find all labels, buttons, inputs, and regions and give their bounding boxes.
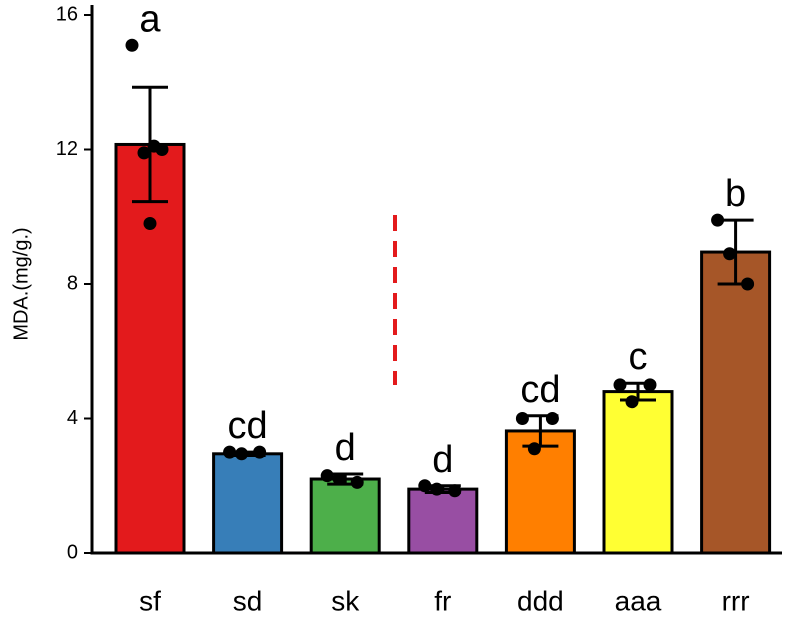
- data-point: [320, 469, 334, 483]
- data-point: [448, 484, 462, 498]
- significance-letter: a: [139, 0, 161, 40]
- significance-letter: cd: [228, 405, 268, 447]
- data-point: [147, 139, 161, 153]
- data-point: [723, 247, 737, 261]
- x-tick-label: sd: [233, 585, 263, 616]
- x-tick-label: rrr: [722, 585, 750, 616]
- y-tick-label: 8: [67, 272, 78, 294]
- x-tick-label: sk: [331, 585, 360, 616]
- bar: [407, 487, 479, 555]
- data-point: [613, 378, 627, 392]
- bar: [309, 477, 381, 555]
- data-point: [332, 472, 346, 486]
- data-point: [235, 447, 249, 461]
- significance-letter: d: [432, 439, 453, 481]
- data-point: [125, 38, 139, 52]
- x-tick-label: fr: [434, 585, 451, 616]
- data-point: [143, 216, 157, 230]
- bar: [114, 142, 186, 555]
- significance-letter: c: [629, 336, 648, 378]
- x-tick-label: ddd: [517, 585, 564, 616]
- data-point: [711, 213, 725, 227]
- data-point: [625, 395, 639, 409]
- bar: [700, 250, 772, 555]
- x-tick-label: aaa: [615, 585, 662, 616]
- data-point: [545, 412, 559, 425]
- y-tick-label: 4: [67, 407, 78, 429]
- y-tick-label: 16: [56, 3, 78, 25]
- data-point: [527, 442, 541, 456]
- bar: [602, 390, 674, 555]
- bar: [504, 429, 576, 555]
- data-point: [741, 277, 755, 291]
- bar: [212, 452, 284, 555]
- x-tick-label: sf: [139, 585, 161, 616]
- data-point: [350, 475, 364, 489]
- data-point: [643, 378, 657, 392]
- data-point: [253, 445, 267, 459]
- significance-letter: d: [335, 427, 356, 469]
- data-point: [137, 146, 151, 160]
- significance-letter: b: [725, 173, 746, 215]
- y-axis-label: MDA.(mg/g.): [10, 227, 32, 340]
- data-point: [515, 412, 529, 425]
- data-point: [430, 482, 444, 496]
- y-tick-label: 0: [67, 541, 78, 563]
- data-point: [223, 445, 237, 459]
- y-tick-label: 12: [56, 138, 78, 160]
- data-point: [418, 479, 432, 493]
- significance-letter: cd: [520, 369, 560, 411]
